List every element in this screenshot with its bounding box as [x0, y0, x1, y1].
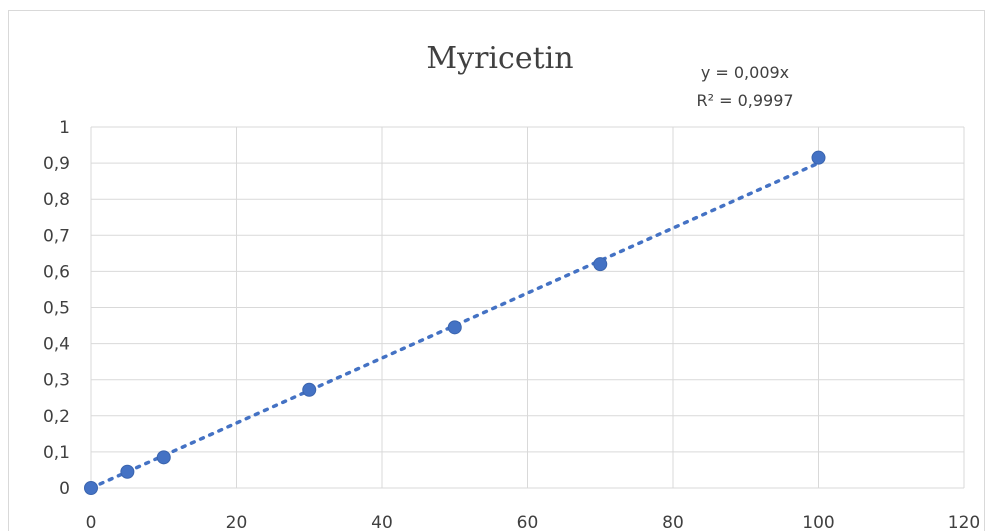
y-tick-label: 1: [59, 118, 70, 138]
chart-title: Myricetin: [426, 41, 573, 76]
x-tick-label: 0: [86, 513, 97, 531]
y-tick-label: 0,3: [43, 371, 70, 391]
chart-area: [8, 10, 985, 531]
x-tick-label: 40: [371, 513, 393, 531]
data-points: [84, 150, 826, 495]
y-tick-label: 0,1: [43, 443, 70, 463]
x-tick-label: 120: [948, 513, 980, 531]
data-point: [593, 257, 608, 272]
x-tick-label: 100: [802, 513, 834, 531]
y-tick-label: 0,8: [43, 190, 70, 210]
gridlines: [90, 126, 965, 489]
trendline-r-squared: R² = 0,9997: [696, 91, 793, 110]
data-point: [811, 150, 826, 165]
y-tick-label: 0,7: [43, 226, 70, 246]
y-tick-label: 0,9: [43, 154, 70, 174]
data-point: [120, 464, 135, 479]
y-tick-label: 0: [59, 479, 70, 499]
data-point: [84, 481, 98, 495]
x-tick-label: 20: [226, 513, 248, 531]
data-point: [302, 382, 317, 397]
y-tick-label: 0,4: [43, 335, 70, 355]
x-tick-label: 60: [517, 513, 539, 531]
data-point: [156, 450, 171, 465]
x-tick-label: 80: [662, 513, 684, 531]
y-tick-label: 0,6: [43, 262, 70, 282]
trendline-equation: y = 0,009x: [701, 63, 789, 82]
tick-labels: 0 0,1 0,2 0,3 0,4 0,5 0,6 0,7 0,8 0,9 1 0 20 40 60 80 10…: [43, 118, 980, 531]
y-tick-label: 0,2: [43, 407, 70, 427]
y-tick-label: 0,5: [43, 299, 70, 319]
data-point: [447, 320, 462, 335]
